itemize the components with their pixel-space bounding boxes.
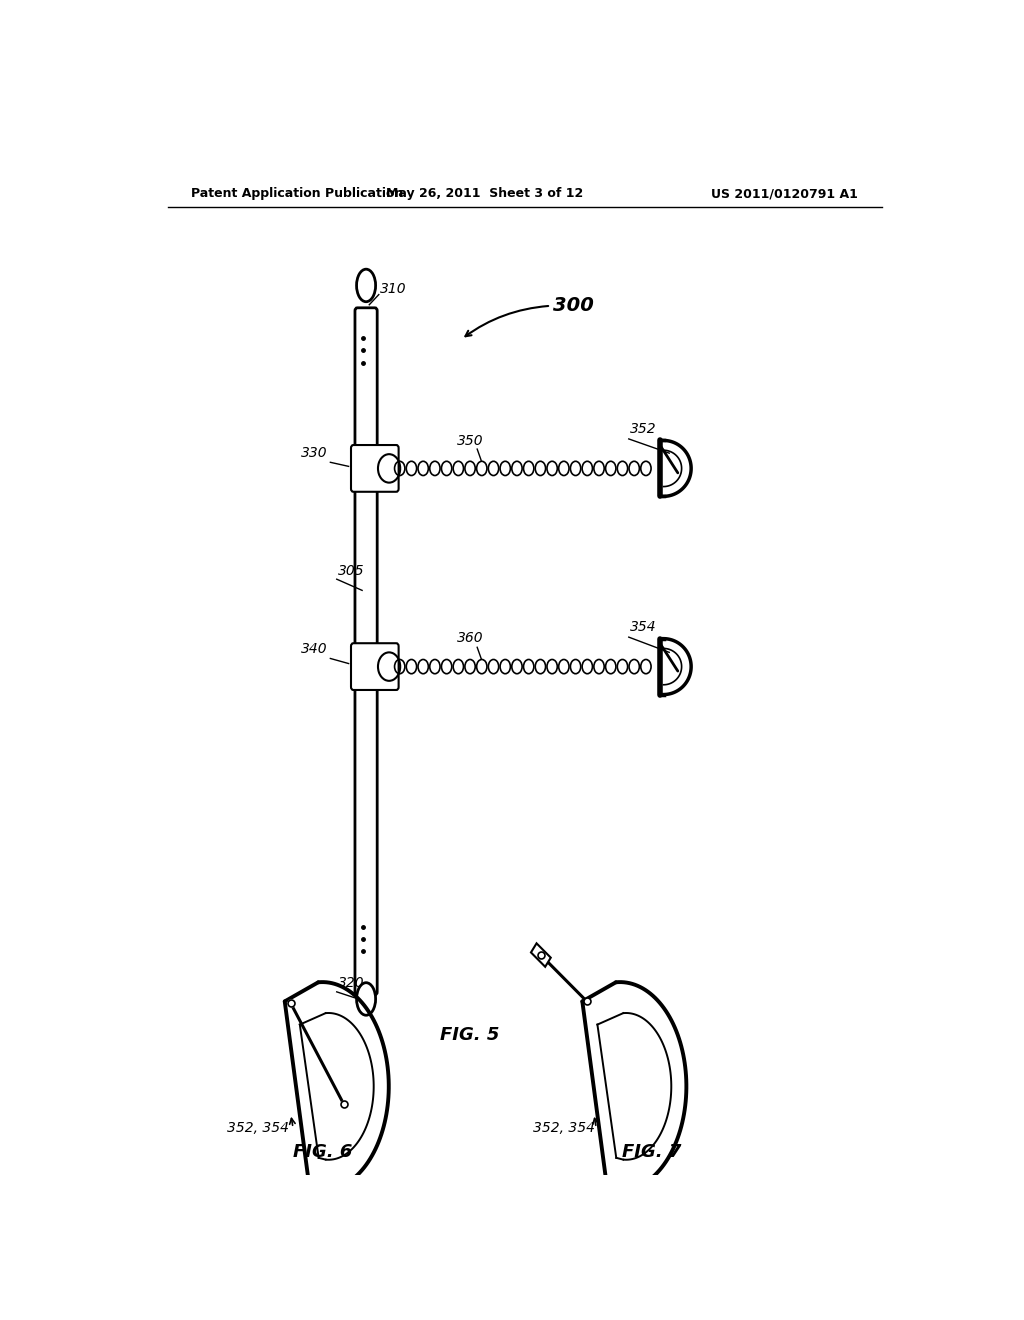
Text: FIG. 5: FIG. 5	[439, 1026, 499, 1044]
Text: 305: 305	[338, 564, 365, 578]
FancyBboxPatch shape	[351, 445, 398, 492]
Text: 352: 352	[631, 422, 657, 436]
Text: FIG. 7: FIG. 7	[623, 1143, 681, 1162]
Text: 352, 354: 352, 354	[532, 1121, 595, 1135]
Text: 320: 320	[338, 975, 365, 990]
Text: 352, 354: 352, 354	[227, 1121, 289, 1135]
Text: 360: 360	[458, 631, 484, 645]
Ellipse shape	[356, 269, 376, 302]
Text: FIG. 6: FIG. 6	[293, 1143, 352, 1162]
Text: 340: 340	[301, 643, 328, 656]
Text: US 2011/0120791 A1: US 2011/0120791 A1	[712, 187, 858, 201]
FancyBboxPatch shape	[355, 308, 377, 995]
Text: 354: 354	[631, 620, 657, 634]
Text: 350: 350	[458, 434, 484, 447]
Text: May 26, 2011  Sheet 3 of 12: May 26, 2011 Sheet 3 of 12	[386, 187, 584, 201]
Text: 330: 330	[301, 446, 328, 461]
Text: 310: 310	[380, 281, 407, 296]
FancyBboxPatch shape	[351, 643, 398, 690]
Text: Patent Application Publication: Patent Application Publication	[191, 187, 403, 201]
Text: 300: 300	[553, 296, 594, 315]
Ellipse shape	[356, 982, 376, 1015]
Polygon shape	[531, 944, 551, 966]
